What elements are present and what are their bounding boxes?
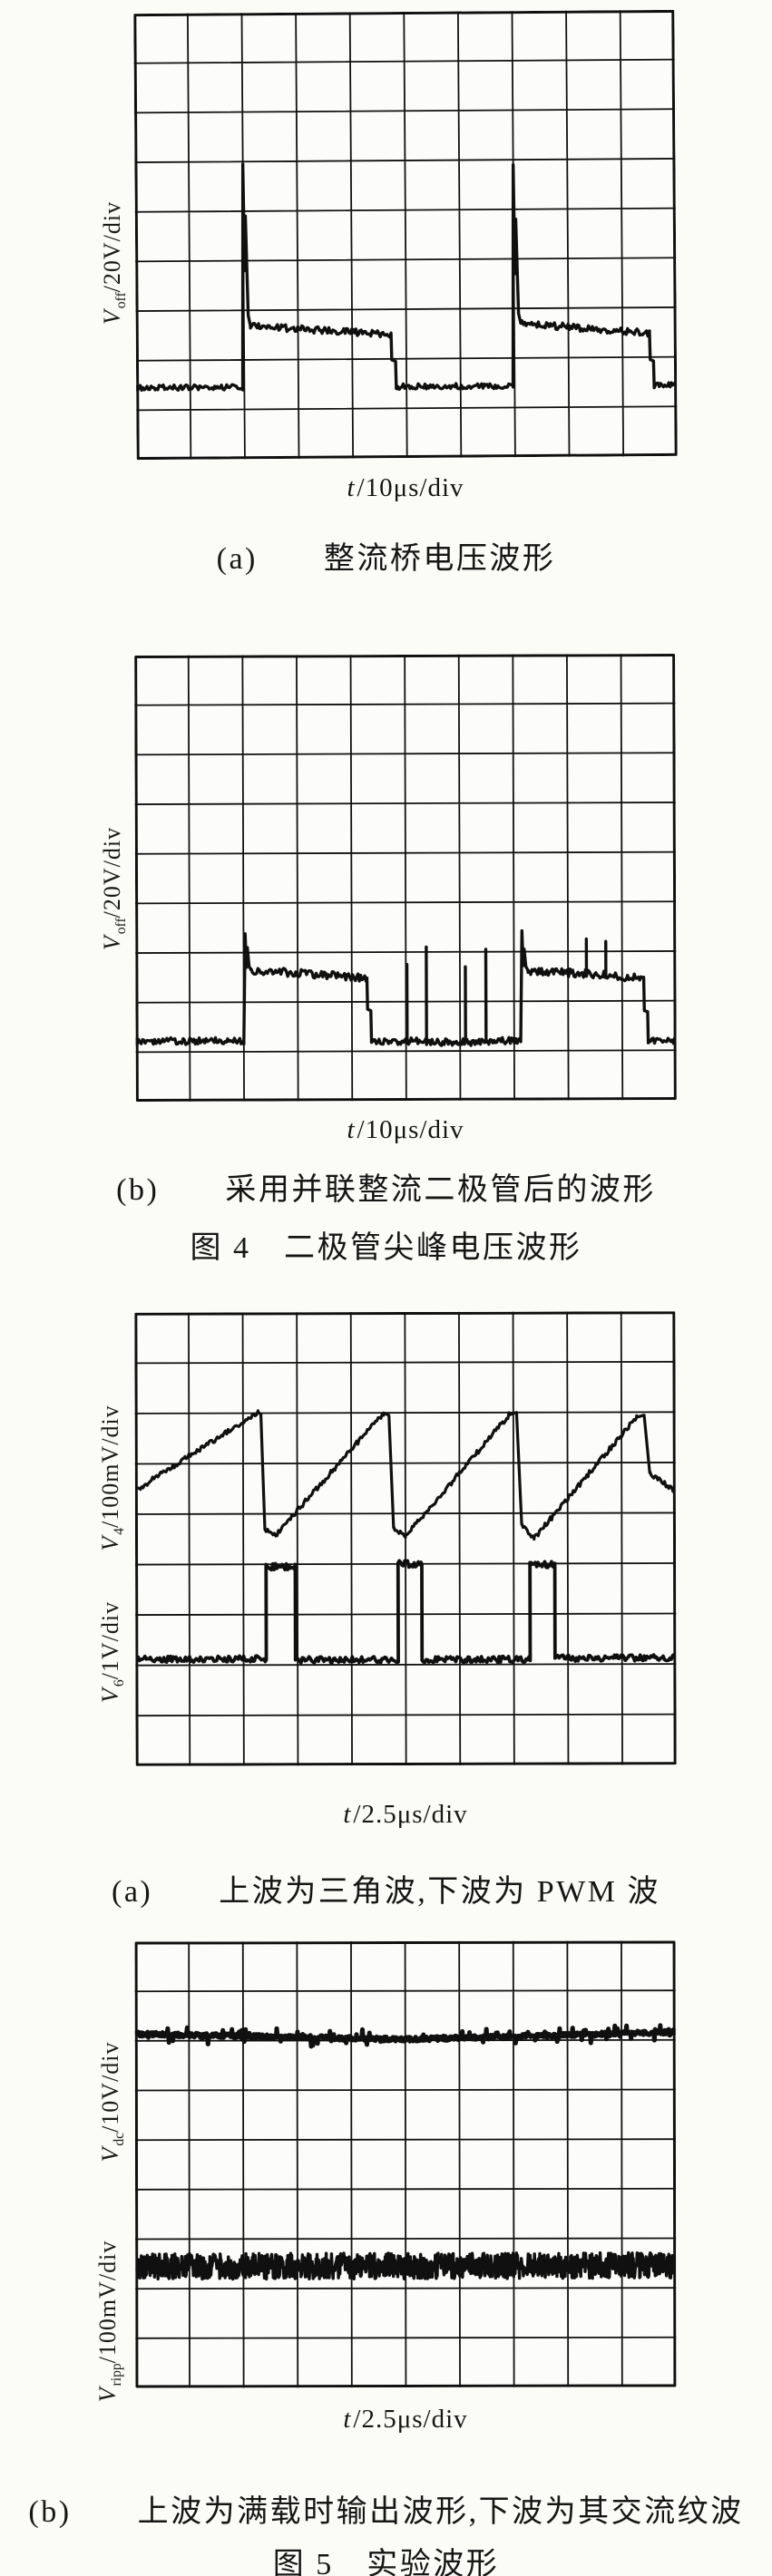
y-axis-scale: /10V/div bbox=[96, 2041, 123, 2133]
x-axis-variable: t bbox=[343, 1800, 352, 1829]
oscilloscope-plot-fig4b bbox=[134, 653, 677, 1103]
figure-caption-fig4a: (a) 整流桥电压波形 bbox=[216, 542, 556, 576]
x-axis-label-fig4a: t/10μs/div bbox=[251, 473, 560, 503]
y-axis-scale: /1V/div bbox=[96, 1600, 123, 1680]
y-axis-variable: V bbox=[98, 935, 125, 951]
x-axis-scale: /10μs/div bbox=[357, 473, 464, 502]
y-axis-label-fig4b: Voff/20V/div bbox=[99, 827, 130, 950]
y-axis-variable: V bbox=[96, 2146, 123, 2163]
y-axis-variable: V bbox=[98, 309, 125, 326]
y-axis-variable: V bbox=[93, 2386, 121, 2403]
y-axis-scale: /20V/div bbox=[98, 200, 125, 293]
y-axis-subscript: off bbox=[113, 292, 130, 309]
y-axis-variable: V bbox=[96, 1535, 123, 1551]
y-axis-label-fig5b-lower: Vripp/100mV/div bbox=[94, 2241, 125, 2403]
figure-title-fig4: 图 4 二极管尖峰电压波形 bbox=[190, 1231, 582, 1265]
y-axis-label-fig5a-upper: V4/100mV/div bbox=[97, 1405, 128, 1550]
y-axis-subscript: 4 bbox=[112, 1527, 128, 1535]
x-axis-scale: /2.5μs/div bbox=[353, 2405, 468, 2434]
y-axis-scale: /100mV/div bbox=[93, 2240, 121, 2364]
x-axis-variable: t bbox=[343, 2405, 352, 2434]
y-axis-variable: V bbox=[96, 1687, 123, 1704]
x-axis-label-fig4b: t/10μs/div bbox=[251, 1115, 560, 1145]
y-axis-label-fig5b-upper: Vdc/10V/div bbox=[97, 2041, 128, 2162]
oscilloscope-plot-fig5b bbox=[134, 1940, 677, 2388]
y-axis-subscript: dc bbox=[112, 2132, 128, 2146]
figure-caption-fig5b: (b) 上波为满载时输出波形,下波为其交流纹波 bbox=[28, 2495, 744, 2529]
y-axis-subscript: off bbox=[113, 918, 130, 935]
y-axis-subscript: 6 bbox=[112, 1679, 128, 1687]
figure-caption-fig5a: (a) 上波为三角波,下波为 PWM 波 bbox=[112, 1875, 660, 1909]
figure-caption-fig4b: (b) 采用并联整流二极管后的波形 bbox=[116, 1173, 656, 1207]
x-axis-variable: t bbox=[347, 473, 356, 502]
oscilloscope-plot-fig5a bbox=[134, 1311, 677, 1766]
y-axis-scale: /20V/div bbox=[98, 826, 125, 919]
y-axis-scale: /100mV/div bbox=[96, 1405, 123, 1528]
y-axis-label-fig4a: Voff/20V/div bbox=[99, 201, 130, 325]
x-axis-scale: /10μs/div bbox=[357, 1115, 464, 1144]
x-axis-label-fig5b: t/2.5μs/div bbox=[251, 2405, 560, 2435]
oscilloscope-plot-fig4a bbox=[133, 9, 678, 461]
figure-title-fig5: 图 5 实验波形 bbox=[272, 2548, 500, 2576]
y-axis-label-fig5a-lower: V6/1V/div bbox=[97, 1601, 128, 1703]
x-axis-label-fig5a: t/2.5μs/div bbox=[251, 1800, 560, 1830]
y-axis-subscript: ripp bbox=[109, 2363, 125, 2386]
x-axis-scale: /2.5μs/div bbox=[353, 1800, 468, 1829]
x-axis-variable: t bbox=[347, 1115, 356, 1144]
